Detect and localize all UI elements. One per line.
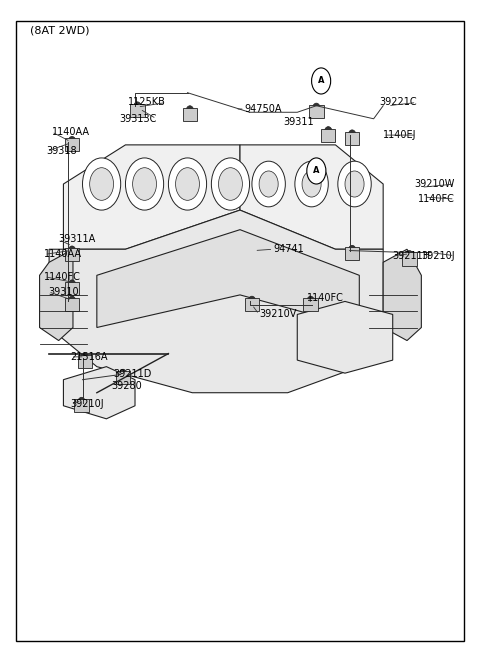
Text: 1140EJ: 1140EJ: [383, 130, 417, 140]
Text: 39211D: 39211D: [114, 369, 152, 379]
Text: 39210J: 39210J: [421, 251, 455, 261]
Text: 94741: 94741: [274, 244, 304, 254]
Circle shape: [338, 161, 371, 207]
Bar: [183, 107, 197, 121]
Circle shape: [176, 168, 199, 200]
Circle shape: [345, 171, 364, 197]
Text: 39310: 39310: [48, 287, 79, 297]
Polygon shape: [383, 250, 421, 341]
Text: 94750A: 94750A: [245, 104, 282, 114]
Bar: [78, 355, 92, 368]
Circle shape: [68, 136, 76, 147]
Circle shape: [68, 246, 76, 256]
Bar: [65, 248, 79, 261]
Polygon shape: [63, 145, 240, 250]
Circle shape: [218, 168, 242, 200]
Text: 39211H: 39211H: [393, 251, 431, 261]
Circle shape: [81, 353, 89, 364]
Text: A: A: [318, 77, 324, 85]
Bar: [116, 371, 130, 384]
Text: 21516A: 21516A: [71, 352, 108, 362]
Circle shape: [83, 158, 120, 210]
Bar: [74, 400, 89, 412]
Circle shape: [68, 280, 76, 290]
Text: 1125KB: 1125KB: [128, 98, 166, 107]
Circle shape: [312, 103, 320, 113]
Polygon shape: [39, 250, 73, 341]
Circle shape: [90, 168, 114, 200]
Circle shape: [211, 158, 250, 210]
Text: A: A: [313, 166, 320, 176]
Polygon shape: [49, 210, 383, 393]
Circle shape: [252, 161, 285, 207]
Bar: [65, 138, 79, 151]
Text: 39311: 39311: [283, 117, 313, 127]
Bar: [65, 282, 79, 295]
Text: 39210V: 39210V: [259, 309, 297, 320]
Text: 39210W: 39210W: [414, 179, 455, 189]
Circle shape: [312, 68, 331, 94]
Circle shape: [406, 251, 413, 261]
Circle shape: [302, 171, 321, 197]
Text: 39311A: 39311A: [59, 234, 96, 244]
Text: 39318: 39318: [47, 147, 77, 157]
Bar: [130, 103, 144, 117]
Text: 1140AA: 1140AA: [51, 127, 89, 137]
Circle shape: [307, 296, 314, 307]
Circle shape: [132, 168, 156, 200]
Bar: [309, 105, 324, 118]
Bar: [245, 298, 259, 311]
Bar: [65, 298, 79, 311]
Text: 1140AA: 1140AA: [44, 250, 83, 259]
Circle shape: [307, 158, 326, 184]
Bar: [321, 128, 336, 141]
Circle shape: [68, 296, 76, 307]
Circle shape: [168, 158, 206, 210]
Polygon shape: [63, 367, 135, 419]
Bar: [402, 252, 417, 265]
Circle shape: [125, 158, 164, 210]
Circle shape: [259, 171, 278, 197]
Polygon shape: [240, 145, 383, 250]
Text: 1140FC: 1140FC: [418, 194, 455, 204]
Text: 1140FC: 1140FC: [44, 272, 81, 282]
Text: (8AT 2WD): (8AT 2WD): [30, 26, 90, 36]
Circle shape: [324, 126, 332, 137]
Circle shape: [348, 246, 356, 255]
Circle shape: [133, 102, 141, 112]
Text: 39221C: 39221C: [379, 98, 417, 107]
Circle shape: [348, 130, 356, 140]
Bar: [303, 298, 318, 311]
Text: 39313C: 39313C: [119, 114, 156, 124]
Text: 39280: 39280: [111, 381, 142, 391]
Bar: [345, 132, 360, 145]
Text: 1140FC: 1140FC: [307, 293, 344, 303]
Polygon shape: [97, 230, 360, 328]
Circle shape: [295, 161, 328, 207]
Text: 39210J: 39210J: [71, 400, 104, 409]
Circle shape: [78, 398, 85, 407]
Circle shape: [248, 296, 256, 307]
Polygon shape: [297, 301, 393, 373]
Circle shape: [119, 369, 127, 380]
Bar: [345, 248, 360, 260]
Circle shape: [186, 105, 194, 116]
